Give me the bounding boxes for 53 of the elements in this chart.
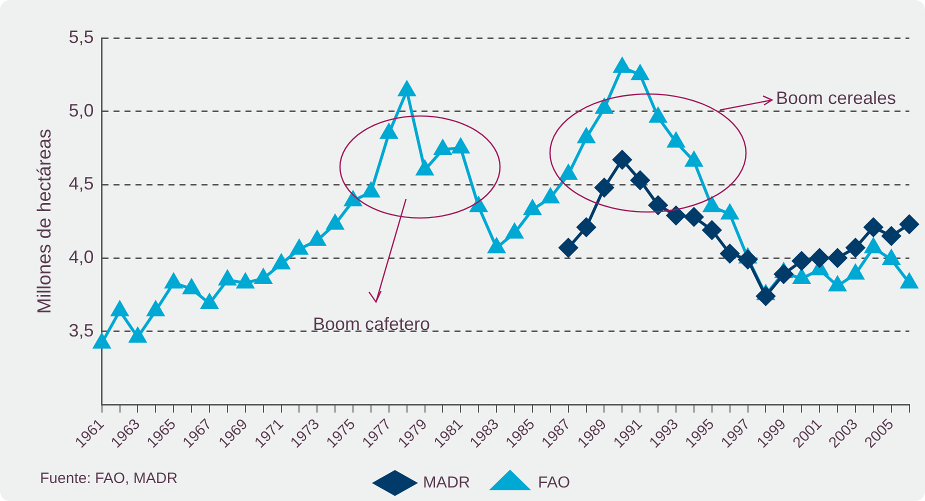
point — [650, 108, 666, 123]
point — [362, 182, 380, 198]
point — [632, 65, 649, 80]
point — [596, 98, 613, 114]
point — [416, 160, 434, 176]
point — [864, 238, 882, 254]
point — [398, 81, 416, 96]
point — [129, 328, 146, 343]
point — [900, 273, 918, 288]
point — [236, 273, 254, 288]
point — [434, 140, 452, 155]
point — [668, 132, 684, 148]
point — [93, 334, 110, 349]
y-tick-label: 4,0 — [68, 246, 94, 267]
point — [793, 269, 810, 284]
y-tick-label: 5,0 — [68, 100, 94, 120]
point — [219, 270, 236, 286]
point — [578, 128, 595, 144]
point — [326, 214, 344, 230]
point — [380, 124, 398, 139]
point — [470, 197, 488, 212]
point — [829, 276, 846, 292]
point — [452, 138, 470, 154]
source-note: Fuente: FAO, MADR — [40, 470, 178, 487]
point — [614, 58, 631, 73]
point — [183, 279, 200, 294]
legend-label: FAO — [538, 474, 570, 492]
point — [344, 191, 362, 206]
y-tick-label: 3,5 — [68, 320, 94, 340]
point — [254, 269, 272, 284]
point — [111, 301, 128, 316]
point — [847, 264, 864, 280]
point — [703, 197, 720, 212]
point — [542, 188, 559, 204]
point — [165, 273, 182, 288]
point — [290, 240, 308, 255]
y-tick-label: 5,5 — [68, 26, 94, 47]
legend-label: MADR — [422, 474, 470, 492]
annotation: Boom cereales — [776, 88, 896, 109]
point — [524, 200, 541, 216]
annotation: Boom cafetero — [313, 314, 430, 335]
y-tick-label: 4,5 — [68, 174, 94, 194]
point — [506, 224, 523, 239]
point — [147, 301, 164, 316]
point — [560, 164, 577, 180]
point — [201, 294, 218, 309]
y-axis-title: Millones de hectáreas — [34, 128, 56, 314]
point — [272, 254, 290, 270]
point — [686, 152, 702, 167]
point — [882, 250, 900, 265]
point — [488, 238, 506, 254]
point — [721, 204, 738, 220]
point — [308, 230, 326, 246]
